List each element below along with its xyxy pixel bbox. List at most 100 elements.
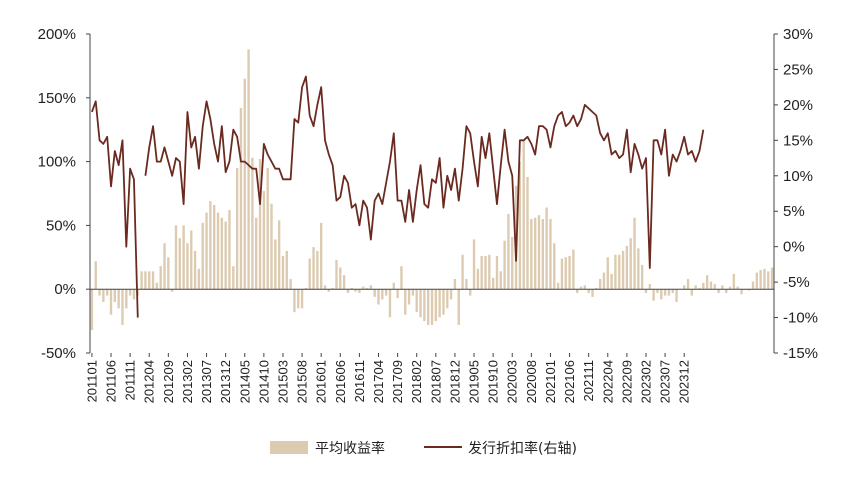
bar <box>285 250 288 290</box>
bar <box>457 289 460 325</box>
bar <box>132 289 136 300</box>
bar <box>606 257 609 290</box>
bar <box>247 49 250 290</box>
x-tick-label: 202111 <box>581 360 596 401</box>
bar <box>488 254 491 290</box>
x-tick-label: 201910 <box>486 360 501 403</box>
bar <box>182 225 185 290</box>
x-tick-label: 202312 <box>677 360 692 403</box>
bar <box>331 287 334 290</box>
bar <box>209 201 212 290</box>
bar <box>94 261 97 290</box>
bar <box>709 281 713 290</box>
bar <box>251 157 254 290</box>
x-tick-label: 201802 <box>409 360 424 403</box>
bar <box>293 289 296 313</box>
bar <box>549 219 552 290</box>
x-tick-label: 201111 <box>123 360 138 401</box>
x-tick-label: 201704 <box>371 360 386 403</box>
bar <box>499 271 502 290</box>
right-tick-label: 10% <box>783 168 813 185</box>
bar <box>426 289 430 325</box>
bar <box>392 282 395 290</box>
bar <box>690 289 694 296</box>
bar <box>365 287 369 290</box>
bar <box>404 289 407 315</box>
bar <box>362 286 365 290</box>
x-tick-label: 201812 <box>447 360 462 403</box>
x-tick-label: 201503 <box>275 360 290 403</box>
bar <box>576 289 579 294</box>
bar <box>170 289 174 292</box>
x-tick-label: 201601 <box>314 360 329 403</box>
bar <box>472 239 476 290</box>
legend: 平均收益率 发行折扣率(右轴) <box>270 440 577 457</box>
bar <box>667 289 671 296</box>
bar <box>205 212 208 290</box>
bar <box>759 270 762 290</box>
bar <box>683 285 686 290</box>
bar <box>767 271 770 290</box>
bar <box>415 289 418 313</box>
bar <box>216 212 220 290</box>
x-tick-label: 201307 <box>199 360 214 403</box>
bar <box>125 289 128 309</box>
bar <box>228 210 231 290</box>
right-tick-label: 30% <box>783 26 813 43</box>
bar <box>232 266 235 290</box>
bar <box>213 204 216 290</box>
bar <box>121 289 124 325</box>
right-tick-label: -15% <box>783 345 818 362</box>
bar <box>640 264 644 290</box>
bar <box>350 287 353 290</box>
bar <box>644 289 648 294</box>
right-axis-ticks: -15% -10% -5% 0% 5% 10% 15% 20% 25% 30% <box>774 26 818 362</box>
bar <box>610 273 613 290</box>
bar <box>270 203 273 290</box>
bar <box>239 108 243 290</box>
x-tick-label: 202302 <box>638 360 653 403</box>
bar <box>297 289 300 309</box>
x-tick-label: 201508 <box>295 360 310 403</box>
bar <box>335 259 338 290</box>
x-tick-label: 202209 <box>619 360 634 403</box>
bar <box>725 289 728 294</box>
bar <box>449 289 453 300</box>
right-tick-label: 5% <box>783 203 805 220</box>
bar <box>705 275 709 290</box>
bar <box>583 285 587 290</box>
bar <box>648 284 651 290</box>
bar <box>258 159 262 290</box>
bar <box>484 256 487 290</box>
x-tick-label: 202008 <box>524 360 539 403</box>
line-series <box>91 75 705 318</box>
line-path <box>91 75 705 318</box>
bar <box>186 243 189 290</box>
right-tick-label: -10% <box>783 310 818 327</box>
bar <box>327 289 331 292</box>
bar <box>220 217 224 290</box>
bar <box>465 278 468 290</box>
bar <box>656 289 659 294</box>
bar <box>503 240 506 290</box>
x-tick-label: 202003 <box>505 360 520 403</box>
legend-bar-swatch <box>270 441 308 454</box>
bar <box>446 289 449 309</box>
bar <box>541 219 544 290</box>
bar <box>400 266 403 290</box>
right-tick-label: -5% <box>783 274 810 291</box>
bar <box>277 220 281 290</box>
x-tick-label: 201410 <box>256 360 271 403</box>
bar <box>316 250 319 290</box>
bar <box>633 217 636 290</box>
bar <box>507 213 510 290</box>
bar <box>751 281 755 290</box>
bar <box>660 289 663 300</box>
bar <box>698 287 701 290</box>
bar <box>736 286 739 290</box>
bar <box>388 289 392 318</box>
x-tick-label: 201405 <box>237 360 252 403</box>
bar <box>461 254 464 290</box>
bar <box>598 278 602 290</box>
